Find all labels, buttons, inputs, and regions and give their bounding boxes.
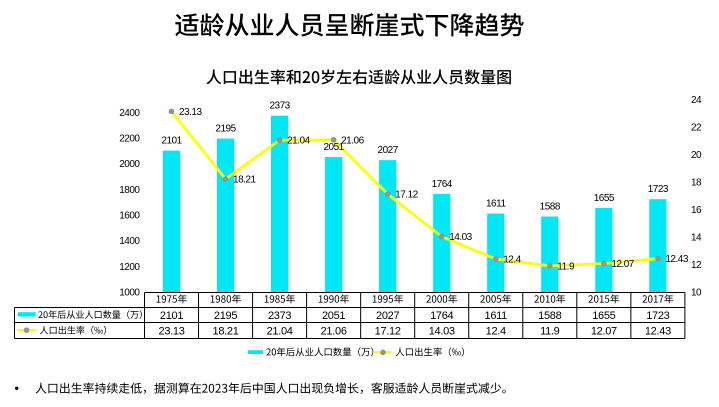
svg-text:1723: 1723 bbox=[648, 184, 669, 195]
svg-text:14: 14 bbox=[691, 233, 702, 244]
svg-text:22: 22 bbox=[691, 123, 702, 134]
svg-text:1764: 1764 bbox=[432, 179, 453, 190]
svg-text:2195: 2195 bbox=[214, 310, 237, 322]
svg-text:1655: 1655 bbox=[592, 310, 615, 322]
svg-text:10: 10 bbox=[691, 288, 702, 299]
svg-text:2027: 2027 bbox=[376, 310, 399, 322]
svg-text:1400: 1400 bbox=[119, 236, 140, 247]
svg-text:1764: 1764 bbox=[430, 310, 453, 322]
svg-text:2051: 2051 bbox=[322, 310, 345, 322]
svg-text:14.03: 14.03 bbox=[449, 232, 472, 243]
svg-text:18: 18 bbox=[691, 178, 702, 189]
svg-text:2000: 2000 bbox=[119, 159, 140, 170]
svg-text:2051: 2051 bbox=[324, 142, 345, 153]
svg-text:1200: 1200 bbox=[119, 262, 140, 273]
svg-text:12.43: 12.43 bbox=[665, 254, 688, 265]
svg-text:18.21: 18.21 bbox=[233, 175, 256, 186]
svg-text:1611: 1611 bbox=[485, 310, 508, 322]
svg-text:12.07: 12.07 bbox=[591, 325, 617, 337]
svg-text:2101: 2101 bbox=[160, 310, 183, 322]
svg-text:1655: 1655 bbox=[594, 193, 615, 204]
svg-text:18.21: 18.21 bbox=[213, 325, 239, 337]
svg-text:1588: 1588 bbox=[538, 310, 561, 322]
svg-text:17.12: 17.12 bbox=[395, 190, 418, 201]
svg-text:16: 16 bbox=[691, 205, 702, 216]
svg-text:14.03: 14.03 bbox=[429, 325, 455, 337]
svg-text:21.06: 21.06 bbox=[321, 325, 347, 337]
svg-text:12.4: 12.4 bbox=[486, 325, 506, 337]
svg-text:1723: 1723 bbox=[646, 310, 669, 322]
svg-text:12.4: 12.4 bbox=[503, 254, 521, 265]
svg-text:17.12: 17.12 bbox=[375, 325, 401, 337]
svg-text:11.9: 11.9 bbox=[540, 325, 560, 337]
svg-text:12: 12 bbox=[691, 260, 702, 271]
svg-text:2101: 2101 bbox=[161, 136, 182, 147]
svg-text:20: 20 bbox=[691, 150, 702, 161]
svg-text:1000: 1000 bbox=[119, 288, 140, 299]
svg-text:21.04: 21.04 bbox=[267, 325, 293, 337]
svg-text:11.9: 11.9 bbox=[557, 261, 575, 272]
svg-text:1600: 1600 bbox=[119, 211, 140, 222]
svg-text:1611: 1611 bbox=[486, 199, 506, 210]
svg-text:12.07: 12.07 bbox=[611, 259, 634, 270]
svg-text:21.06: 21.06 bbox=[341, 135, 364, 146]
svg-text:1588: 1588 bbox=[540, 202, 561, 213]
svg-text:2400: 2400 bbox=[119, 108, 140, 119]
svg-text:21.04: 21.04 bbox=[287, 136, 310, 147]
svg-text:2373: 2373 bbox=[268, 310, 291, 322]
svg-text:2195: 2195 bbox=[215, 124, 236, 135]
svg-text:24: 24 bbox=[691, 95, 702, 106]
svg-text:12.43: 12.43 bbox=[645, 325, 671, 337]
svg-text:2373: 2373 bbox=[269, 101, 290, 112]
svg-text:23.13: 23.13 bbox=[159, 325, 185, 337]
svg-text:1800: 1800 bbox=[119, 185, 140, 196]
svg-text:23.13: 23.13 bbox=[179, 107, 202, 118]
svg-text:2200: 2200 bbox=[119, 134, 140, 145]
svg-text:2027: 2027 bbox=[378, 145, 399, 156]
